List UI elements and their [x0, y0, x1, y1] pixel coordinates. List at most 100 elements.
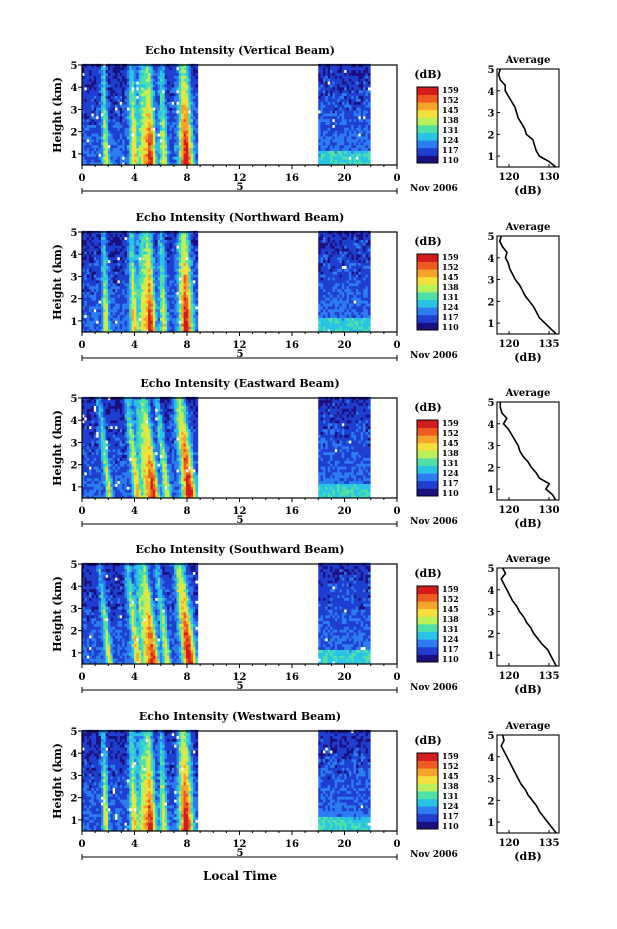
heatmap-cell: [162, 288, 166, 292]
heatmap-cell: [136, 78, 140, 82]
heatmap-cell: [195, 294, 199, 298]
heatmap-cell: [107, 139, 111, 143]
heatmap-cell: [360, 297, 364, 301]
heatmap-cell: [124, 303, 128, 307]
heatmap-cell: [98, 323, 102, 327]
heatmap-cell: [176, 236, 180, 240]
heatmap-cell: [126, 294, 130, 298]
heatmap-cell: [131, 251, 135, 255]
heatmap-cell: [330, 291, 333, 295]
heatmap-cell: [185, 233, 189, 238]
heatmap-cell: [155, 141, 158, 146]
heatmap-cell: [96, 282, 99, 287]
heatmap-cell: [152, 256, 156, 261]
heatmap-cell: [82, 113, 85, 117]
heatmap-cell: [178, 236, 182, 240]
heatmap-cell: [193, 248, 196, 252]
heatmap-cell: [122, 139, 125, 143]
heatmap-cell: [171, 118, 175, 123]
heatmap-cell: [100, 236, 104, 240]
heatmap-cell: [332, 92, 336, 97]
heatmap-cell: [164, 308, 168, 313]
heatmap-cell: [341, 326, 345, 330]
heatmap-cell: [325, 113, 329, 117]
heatmap-cell: [105, 288, 109, 292]
heatmap-cell: [332, 245, 336, 249]
heatmap-cell: [152, 136, 156, 140]
heatmap-cell: [358, 121, 362, 125]
heatmap-cell: [152, 159, 156, 163]
heatmap-cell: [171, 280, 175, 284]
heatmap-cell: [353, 75, 357, 79]
heatmap-cell: [169, 291, 173, 295]
heatmap-cell: [89, 127, 92, 131]
heatmap-cell: [86, 256, 90, 261]
heatmap-cell: [334, 239, 338, 243]
heatmap-cell: [337, 329, 340, 333]
heatmap-cell: [103, 75, 107, 79]
heatmap-cell: [105, 317, 109, 321]
heatmap-cell: [103, 98, 107, 102]
heatmap-cell: [318, 277, 322, 281]
heatmap-cell: [82, 115, 85, 120]
heatmap-cell: [126, 329, 130, 333]
heatmap-cell: [86, 254, 90, 258]
heatmap-cell: [150, 268, 154, 272]
heatmap-cell: [159, 233, 163, 238]
heatmap-cell: [141, 139, 144, 143]
heatmap-cell: [344, 118, 347, 123]
heatmap-cell: [174, 101, 177, 105]
heatmap-cell: [159, 268, 163, 272]
heatmap-cell: [353, 104, 357, 108]
heatmap-cell: [148, 326, 151, 330]
heatmap-cell: [96, 153, 99, 157]
heatmap-cell: [193, 75, 196, 79]
heatmap-cell: [190, 130, 194, 134]
heatmap-cell: [143, 81, 147, 85]
heatmap-cell: [339, 308, 343, 313]
heatmap-cell: [171, 329, 175, 333]
heatmap-cell: [193, 326, 196, 330]
heatmap-cell: [171, 306, 175, 310]
heatmap-cell: [188, 303, 192, 307]
heatmap-cell: [93, 259, 97, 264]
heatmap-cell: [183, 233, 187, 238]
heatmap-cell: [141, 113, 144, 117]
heatmap-cell: [155, 233, 158, 238]
heatmap-cell: [346, 268, 350, 272]
heatmap-cell: [105, 265, 109, 269]
heatmap-cell: [325, 95, 329, 99]
heatmap-cell: [193, 323, 196, 327]
heatmap-cell: [363, 288, 366, 292]
heatmap-cell: [332, 271, 336, 275]
heatmap-cell: [325, 69, 329, 73]
heatmap-cell: [133, 92, 137, 97]
heatmap-cell: [325, 78, 329, 82]
heatmap-cell: [133, 115, 137, 120]
heatmap-cell: [188, 288, 192, 292]
heatmap-cell: [348, 311, 352, 316]
heatmap-cell: [138, 72, 142, 76]
heatmap-cell: [82, 259, 85, 264]
heatmap-cell: [141, 95, 144, 99]
heatmap-cell: [330, 118, 333, 123]
heatmap-cell: [318, 150, 322, 154]
heatmap-cell: [124, 69, 128, 73]
heatmap-cell: [122, 130, 125, 134]
heatmap-cell: [148, 150, 151, 154]
heatmap-cell: [167, 265, 170, 269]
heatmap-cell: [141, 268, 144, 272]
heatmap-cell: [145, 262, 149, 266]
heatmap-cell: [96, 303, 99, 307]
heatmap-cell: [341, 92, 345, 97]
heatmap-cell: [341, 141, 345, 146]
heatmap-cell: [145, 98, 149, 102]
heatmap-cell: [136, 239, 140, 243]
heatmap-cell: [100, 245, 104, 249]
heatmap-cell: [330, 127, 333, 131]
heatmap-cell: [143, 285, 147, 290]
heatmap-cell: [155, 136, 158, 140]
heatmap-cell: [82, 285, 85, 290]
heatmap-cell: [93, 262, 97, 266]
heatmap-cell: [159, 280, 163, 284]
